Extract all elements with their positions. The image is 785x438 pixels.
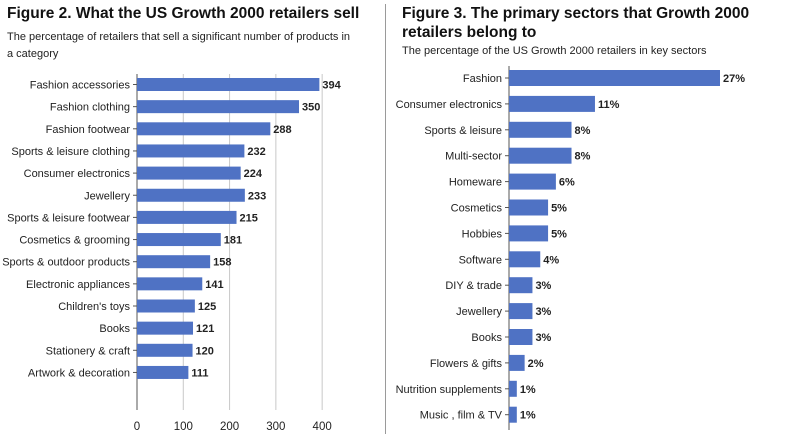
category-label-homeware: Homeware xyxy=(449,177,502,189)
bar-jewellery xyxy=(509,303,533,320)
category-label-music-film-tv: Music , film & TV xyxy=(420,410,503,422)
bar-homeware xyxy=(509,173,556,190)
bar-hobbies xyxy=(509,225,549,242)
bar-music-film-tv xyxy=(509,406,517,423)
bar-fashion xyxy=(509,70,720,86)
value-label-sports-outdoor-products: 158 xyxy=(213,257,231,269)
value-label-sports-leisure: 8% xyxy=(575,125,591,137)
category-label-fashion: Fashion xyxy=(463,73,502,85)
category-label-children-s-toys: Children's toys xyxy=(58,301,130,313)
category-label-consumer-electronics: Consumer electronics xyxy=(396,99,503,111)
category-label-cosmetics-grooming: Cosmetics & grooming xyxy=(19,235,130,247)
bar-artwork-decoration xyxy=(137,365,189,379)
category-label-fashion-footwear: Fashion footwear xyxy=(46,124,131,136)
value-label-jewellery: 3% xyxy=(535,306,551,318)
figure-2-subtitle: The percentage of retailers that sell a … xyxy=(7,31,351,60)
category-label-books: Books xyxy=(471,332,502,344)
x-tick-label: 100 xyxy=(174,421,193,433)
category-label-flowers-gifts: Flowers & gifts xyxy=(430,358,503,370)
value-label-consumer-electronics: 11% xyxy=(598,99,620,111)
category-label-books: Books xyxy=(99,323,130,335)
category-label-multi-sector: Multi-sector xyxy=(445,151,502,163)
category-label-jewellery: Jewellery xyxy=(456,306,502,318)
value-label-cosmetics: 5% xyxy=(551,203,567,215)
value-label-children-s-toys: 125 xyxy=(198,301,216,313)
category-label-sports-leisure: Sports & leisure xyxy=(424,125,502,137)
value-label-nutrition-supplements: 1% xyxy=(520,384,536,396)
bar-diy-trade xyxy=(509,277,533,294)
value-label-cosmetics-grooming: 181 xyxy=(224,235,242,247)
x-tick-label: 0 xyxy=(134,421,140,433)
value-label-fashion-footwear: 288 xyxy=(273,124,291,136)
value-label-books: 3% xyxy=(535,332,551,344)
category-label-sports-leisure-clothing: Sports & leisure clothing xyxy=(11,146,130,158)
category-label-sports-leisure-footwear: Sports & leisure footwear xyxy=(7,212,130,224)
value-label-sports-leisure-footwear: 215 xyxy=(240,212,258,224)
bar-nutrition-supplements xyxy=(509,380,517,397)
value-label-stationery-craft: 120 xyxy=(196,345,214,357)
panel-divider xyxy=(385,4,386,434)
bar-consumer-electronics xyxy=(509,95,595,112)
bar-fashion-clothing xyxy=(137,100,300,114)
value-label-fashion: 27% xyxy=(723,73,745,85)
bar-multi-sector xyxy=(509,147,572,164)
bar-flowers-gifts xyxy=(509,354,525,371)
value-label-fashion-clothing: 350 xyxy=(302,102,320,114)
value-label-fashion-accessories: 394 xyxy=(322,80,341,92)
value-label-jewellery: 233 xyxy=(248,190,266,202)
value-label-sports-leisure-clothing: 232 xyxy=(247,146,265,158)
category-label-electronic-appliances: Electronic appliances xyxy=(26,279,130,291)
figure-3-subtitle: The percentage of the US Growth 2000 ret… xyxy=(402,45,707,57)
figure-3-title: Figure 3. The primary sectors that Growt… xyxy=(402,5,750,41)
value-label-artwork-decoration: 111 xyxy=(191,367,208,379)
category-label-jewellery: Jewellery xyxy=(84,190,130,202)
category-label-software: Software xyxy=(459,254,502,266)
bar-stationery-craft xyxy=(137,343,193,357)
bar-electronic-appliances xyxy=(137,277,203,291)
x-tick-label: 200 xyxy=(220,421,239,433)
x-tick-label: 400 xyxy=(313,421,332,433)
value-label-electronic-appliances: 141 xyxy=(205,279,223,291)
bar-children-s-toys xyxy=(137,299,195,313)
value-label-books: 121 xyxy=(196,323,214,335)
x-tick-label: 300 xyxy=(266,421,285,433)
bar-sports-leisure-footwear xyxy=(137,210,237,224)
category-label-consumer-electronics: Consumer electronics xyxy=(24,168,131,180)
value-label-diy-trade: 3% xyxy=(535,280,551,292)
figure-2-title: Figure 2. What the US Growth 2000 retail… xyxy=(7,5,360,22)
bar-sports-leisure-clothing xyxy=(137,144,245,158)
category-label-fashion-clothing: Fashion clothing xyxy=(50,102,130,114)
bar-fashion-footwear xyxy=(137,122,271,136)
category-label-hobbies: Hobbies xyxy=(462,228,503,240)
value-label-hobbies: 5% xyxy=(551,228,567,240)
category-label-cosmetics: Cosmetics xyxy=(451,203,503,215)
bar-fashion-accessories xyxy=(137,78,320,91)
category-label-artwork-decoration: Artwork & decoration xyxy=(28,367,130,379)
category-label-diy-trade: DIY & trade xyxy=(445,280,502,292)
value-label-homeware: 6% xyxy=(559,177,575,189)
category-label-sports-outdoor-products: Sports & outdoor products xyxy=(2,257,130,269)
category-label-stationery-craft: Stationery & craft xyxy=(46,345,130,357)
bar-sports-leisure xyxy=(509,121,572,138)
bar-jewellery xyxy=(137,188,245,202)
category-label-nutrition-supplements: Nutrition supplements xyxy=(396,384,503,396)
bar-sports-outdoor-products xyxy=(137,255,211,269)
value-label-consumer-electronics: 224 xyxy=(244,168,263,180)
bar-books xyxy=(137,321,194,335)
bar-software xyxy=(509,251,541,268)
value-label-music-film-tv: 1% xyxy=(520,410,536,422)
value-label-multi-sector: 8% xyxy=(575,151,591,163)
bar-cosmetics xyxy=(509,199,549,216)
bar-cosmetics-grooming xyxy=(137,233,221,247)
category-label-fashion-accessories: Fashion accessories xyxy=(30,80,131,92)
value-label-flowers-gifts: 2% xyxy=(528,358,544,370)
value-label-software: 4% xyxy=(543,254,559,266)
bar-books xyxy=(509,329,533,345)
bar-consumer-electronics xyxy=(137,166,241,180)
